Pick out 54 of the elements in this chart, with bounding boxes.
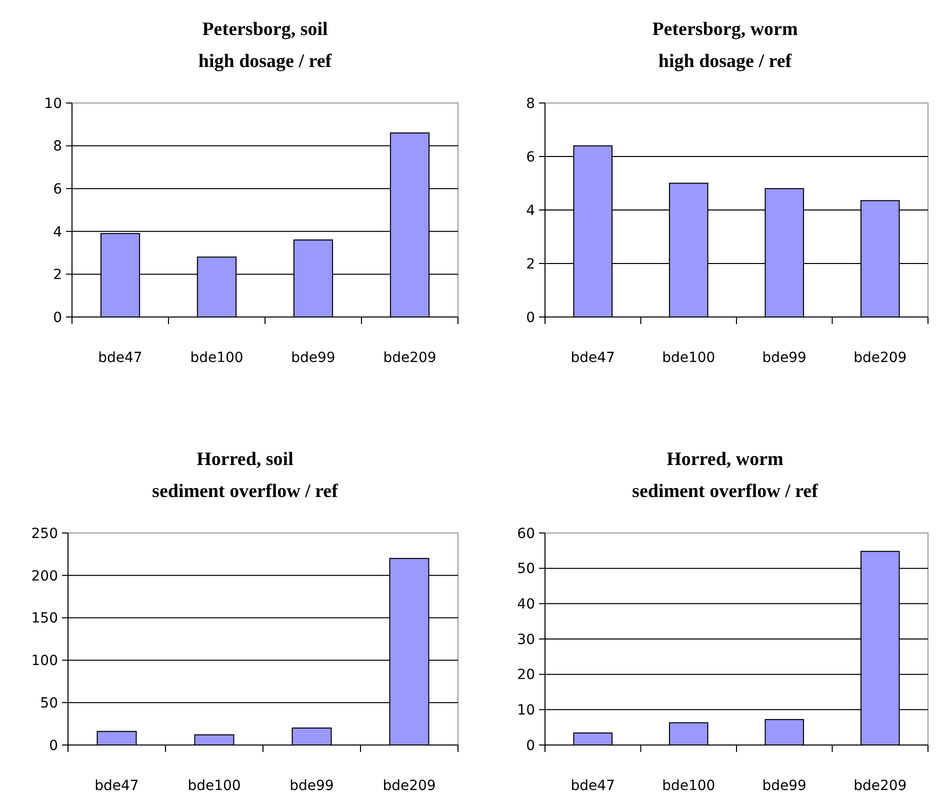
y-tick-label: 0: [53, 310, 62, 326]
bar: [573, 732, 613, 746]
y-tick-label: 10: [517, 702, 535, 719]
bar: [96, 730, 137, 746]
y-tick-label: 8: [526, 96, 535, 112]
y-tick-label: 30: [517, 632, 535, 648]
y-tick-label: 2: [53, 267, 62, 284]
chart-title: Petersborg, soil: [202, 19, 328, 40]
bar: [668, 722, 708, 746]
x-tick-label: bde100: [662, 778, 716, 794]
chart-subtitle: high dosage / ref: [198, 51, 332, 72]
y-tick-label: 40: [517, 596, 535, 613]
chart-title: Horred, worm: [666, 449, 784, 470]
bar: [194, 734, 234, 746]
chart-subtitle: high dosage / ref: [658, 51, 792, 72]
y-tick-label: 150: [31, 610, 58, 627]
x-tick-label: bde209: [854, 778, 907, 794]
y-tick-label: 2: [526, 256, 535, 272]
x-tick-label: bde99: [762, 350, 806, 366]
y-tick-label: 50: [517, 561, 535, 578]
chart-title: Petersborg, worm: [652, 19, 798, 40]
x-tick-label: bde47: [570, 778, 615, 794]
y-tick-label: 50: [40, 696, 58, 712]
y-tick-label: 4: [53, 224, 62, 240]
x-tick-label: bde209: [854, 350, 907, 366]
x-tick-label: bde99: [762, 778, 806, 794]
x-tick-label: bde47: [98, 350, 142, 366]
x-tick-label: bde100: [662, 350, 716, 366]
x-tick-label: bde209: [383, 350, 436, 366]
y-tick-label: 0: [526, 738, 535, 754]
y-tick-label: 4: [526, 202, 536, 219]
x-tick-label: bde47: [94, 778, 139, 794]
y-tick-label: 0: [526, 310, 535, 326]
y-tick-label: 200: [31, 568, 58, 584]
y-tick-label: 60: [517, 526, 535, 542]
y-tick-label: 8: [53, 138, 62, 155]
bar: [292, 728, 332, 746]
y-tick-label: 0: [49, 738, 58, 754]
chart-title: Horred, soil: [196, 449, 294, 470]
y-tick-label: 6: [53, 182, 62, 198]
y-tick-label: 20: [517, 667, 535, 684]
bar: [764, 719, 804, 746]
y-tick-label: 100: [31, 653, 58, 670]
x-tick-label: bde47: [570, 350, 615, 366]
chart-subtitle: sediment overflow / ref: [632, 481, 819, 502]
x-tick-label: bde100: [190, 350, 244, 366]
y-tick-label: 10: [44, 96, 62, 112]
y-tick-label: 250: [31, 526, 58, 542]
chart-subtitle: sediment overflow / ref: [152, 481, 339, 502]
x-tick-label: bde99: [291, 350, 336, 366]
y-tick-label: 6: [526, 149, 536, 166]
x-tick-label: bde99: [290, 778, 334, 794]
x-tick-label: bde100: [188, 778, 241, 794]
x-tick-label: bde209: [382, 778, 436, 794]
